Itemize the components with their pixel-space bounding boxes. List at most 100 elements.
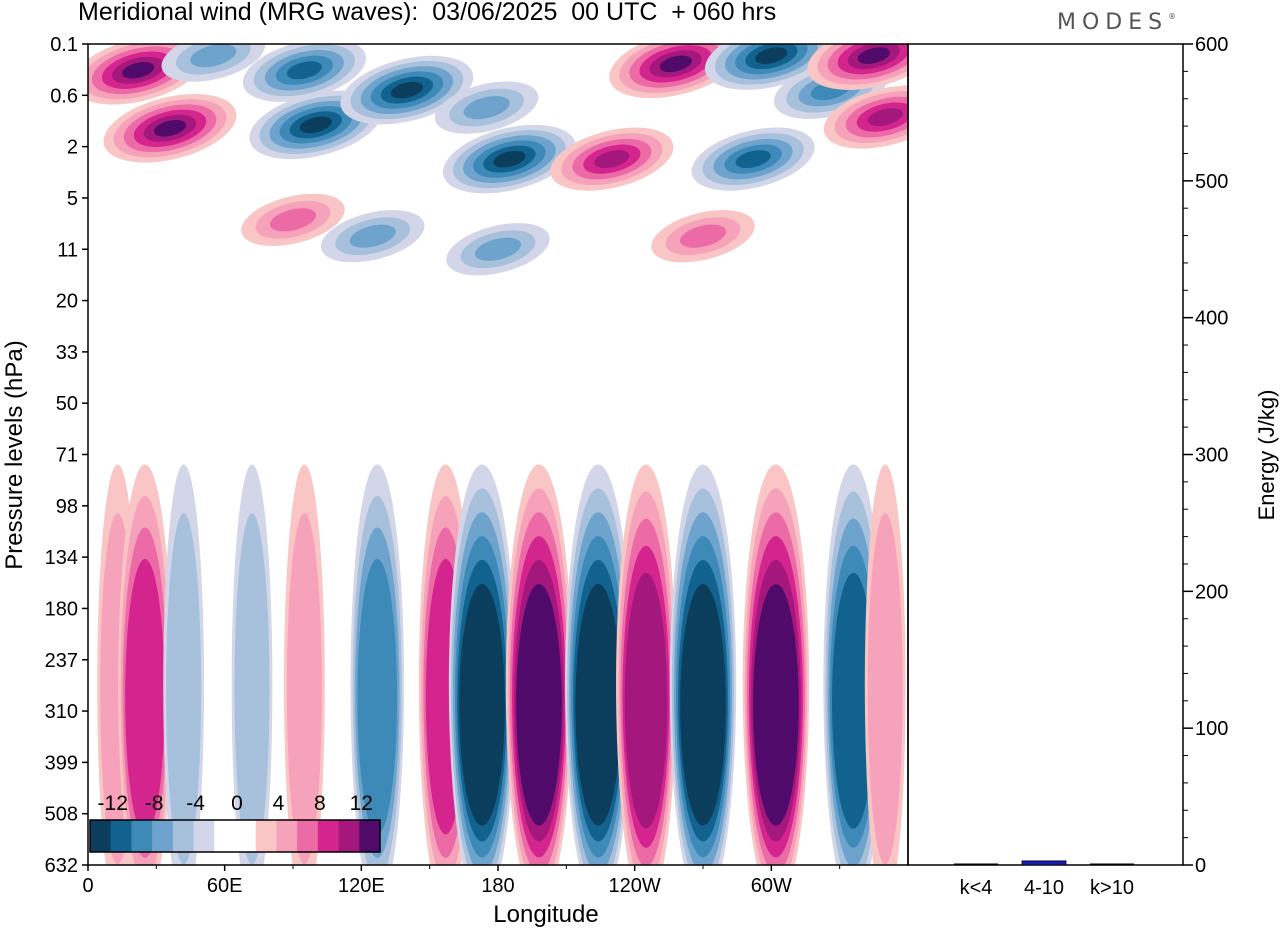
- x-tick-label: 180: [481, 875, 514, 897]
- y-axis-label: Pressure levels (hPa): [1, 340, 28, 569]
- energy-bar-chart: 0 100 200 300 400 500 600 k<4 4-10 k>10 Energy (J/…: [907, 34, 1279, 899]
- contour-band: [680, 583, 726, 826]
- contour-band: [594, 150, 630, 169]
- modes-logo: MODES®: [1057, 10, 1176, 35]
- registered-mark: ®: [1168, 12, 1177, 21]
- energy-tick-label: 400: [1195, 308, 1228, 330]
- contour-band: [153, 119, 187, 137]
- contour-band: [679, 224, 727, 248]
- colorbar-swatch: [359, 820, 381, 852]
- energy-tick-label: 100: [1195, 718, 1228, 740]
- upper-feature-8: [550, 127, 674, 191]
- energy-category-label: k>10: [1090, 877, 1134, 899]
- y-tick-label: 632: [45, 855, 78, 877]
- colorbar-swatch: [172, 820, 194, 852]
- heatmap-axes: 0.1 0.6 2 5 11 20 33 50 71 98 134 180 237 310 399 508 63…: [1, 34, 909, 928]
- energy-tick-label: 600: [1195, 34, 1228, 56]
- wave-column-7: [448, 464, 516, 865]
- energy-tick-label: 0: [1195, 855, 1206, 877]
- contour-band: [735, 150, 771, 169]
- wave-column-14: [864, 464, 906, 865]
- contour-band: [390, 81, 424, 99]
- upper-feature-15: [241, 193, 345, 246]
- energy-category-label: 4-10: [1024, 877, 1064, 899]
- x-tick-label: 60W: [751, 875, 792, 897]
- wave-column-1: [118, 464, 172, 865]
- contour-band: [125, 559, 165, 835]
- contour-band: [857, 47, 890, 64]
- y-tick-label: 98: [56, 496, 78, 518]
- colorbar-swatch: [317, 820, 339, 852]
- colorbar-swatch: [152, 820, 174, 852]
- contour-band: [832, 572, 875, 829]
- upper-feature-5: [442, 124, 576, 194]
- upper-feature-1: [161, 44, 266, 82]
- upper-feature-4: [340, 55, 474, 125]
- x-tick-label: 0: [82, 875, 93, 897]
- contour-band: [349, 224, 396, 248]
- upper-feature-6: [434, 81, 539, 134]
- contour-band: [234, 513, 270, 865]
- y-tick-label: 0.1: [50, 34, 78, 56]
- colorbar-swatch: [235, 820, 257, 852]
- contour-band: [575, 583, 622, 826]
- contour-band: [516, 583, 562, 826]
- y-tick-label: 134: [45, 547, 78, 569]
- wave-column-4: [283, 464, 325, 865]
- upper-feature-18: [651, 210, 755, 263]
- energy-bar-4-10: [1021, 860, 1067, 866]
- contour-band: [166, 513, 202, 865]
- upper-feature-9: [609, 44, 743, 99]
- upper-feature-7: [103, 93, 237, 163]
- contour-band: [190, 44, 237, 68]
- y-tick-label: 2: [67, 137, 78, 159]
- colorbar-label: 8: [314, 792, 326, 815]
- upper-feature-3: [249, 90, 383, 160]
- contour-band: [286, 61, 322, 80]
- x-axis-label: Longitude: [493, 901, 598, 928]
- energy-frame: [907, 43, 1184, 866]
- colorbar-frame: [89, 819, 381, 853]
- x-tick-label: 120W: [609, 875, 661, 897]
- wave-column-3: [231, 464, 273, 865]
- energy-tick-label: 300: [1195, 445, 1228, 467]
- upper-feature-16: [320, 210, 425, 263]
- heatmap-contours: [88, 44, 908, 865]
- contour-band: [753, 583, 799, 826]
- y-tick-label: 180: [45, 598, 78, 620]
- y-tick-label: 50: [56, 393, 78, 415]
- y-tick-label: 310: [45, 701, 78, 723]
- contour-band: [659, 55, 692, 73]
- contour-band: [493, 150, 526, 168]
- contour-band: [286, 513, 322, 865]
- colorbar-label: -4: [186, 792, 205, 815]
- contour-band: [867, 513, 903, 865]
- colorbar-swatch: [338, 820, 360, 852]
- y-tick-label: 20: [56, 291, 78, 313]
- colorbar-swatch: [276, 820, 298, 852]
- y-tick-label: 237: [45, 650, 78, 672]
- y-tick-label: 71: [56, 445, 78, 467]
- y-tick-label: 5: [67, 188, 78, 210]
- x-tick-label: 120E: [338, 875, 385, 897]
- colorbar-label: -8: [145, 792, 164, 815]
- wave-column-8: [505, 464, 573, 865]
- colorbar-swatch: [131, 820, 153, 852]
- brand-text: MODES: [1057, 10, 1169, 35]
- contour-band: [755, 47, 788, 64]
- colorbar: -12 -8 -4 0 4 8 12: [89, 792, 381, 853]
- colorbar-swatch: [214, 820, 236, 852]
- colorbar-label: -12: [98, 792, 128, 815]
- y-tick-label: 508: [45, 804, 78, 826]
- colorbar-swatch: [193, 820, 215, 852]
- contour-band: [357, 559, 398, 835]
- contour-band: [269, 208, 317, 232]
- x-tick-label: 60E: [207, 875, 243, 897]
- contour-band: [474, 237, 522, 261]
- colorbar-swatch: [297, 820, 319, 852]
- contour-band: [459, 583, 505, 826]
- wave-column-9: [565, 464, 632, 865]
- upper-feature-11: [691, 127, 815, 191]
